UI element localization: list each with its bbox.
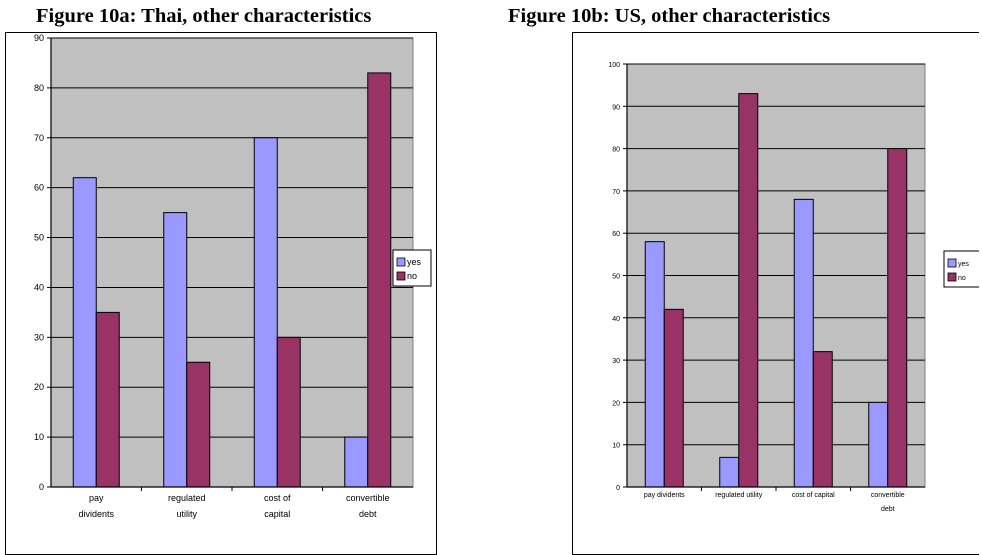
legend-label-yes: yes [958,261,969,268]
bar-yes-2 [253,137,278,488]
y-tick-label: 60 [612,231,620,238]
y-tick-label: 30 [612,358,620,365]
y-tick-label: 10 [34,432,44,442]
bar-yes-1 [163,212,188,488]
y-tick-label: 70 [612,189,620,196]
y-tick-label: 40 [34,282,44,292]
bar-chart-us: 0 10 20 30 40 50 60 70 80 90 100 pay dividents regul… [608,62,979,513]
x-category-label: capital [264,509,290,519]
y-tick-label: 20 [612,400,620,407]
y-tick-label: 30 [34,332,44,342]
y-tick-label: 70 [34,133,44,143]
x-category-label: utility [176,509,197,519]
bar-yes-0 [644,241,665,488]
bar-yes-0 [72,177,97,488]
x-category-label: convertible [871,492,905,499]
y-tick-label: 0 [39,482,44,492]
y-tick-label: 50 [612,274,620,281]
x-category-label: regulated [168,493,206,503]
bar-no-1 [186,361,211,488]
bar-chart-thai: 0 10 20 30 40 50 60 70 80 90 pay dividents regulated… [34,33,432,519]
y-tick-label: 20 [34,382,44,392]
figure-10a-title: Figure 10a: Thai, other characteristics [36,5,372,27]
bar-yes-3 [868,401,889,488]
y-tick-label: 100 [608,62,620,69]
chart-frame-thai: 0 10 20 30 40 50 60 70 80 90 pay dividents regulated… [5,32,437,555]
chart-frame-us: 0 10 20 30 40 50 60 70 80 90 100 pay dividents regul… [572,32,979,555]
y-tick-label: 90 [34,33,44,43]
y-tick-label: 0 [616,485,620,492]
y-tick-label: 40 [612,316,620,323]
bar-no-3 [887,148,908,488]
legend-label-yes: yes [407,257,422,267]
bar-no-3 [367,72,392,488]
x-category-label: debt [881,506,895,513]
y-tick-label: 80 [612,147,620,154]
bar-yes-1 [719,456,740,488]
y-tick-label: 10 [612,443,620,450]
x-category-label: regulated utility [715,492,763,499]
bar-no-1 [738,93,759,488]
bar-yes-3 [344,436,369,488]
y-tick-label: 60 [34,183,44,193]
x-category-label: dividents [78,509,114,519]
legend-swatch-yes [947,258,957,268]
legend-swatch-no [396,271,406,281]
bar-yes-2 [793,198,814,488]
bar-no-2 [812,351,833,488]
bar-no-0 [663,308,684,488]
legend-label-no: no [958,275,966,282]
x-category-label: convertible [346,493,390,503]
bar-no-0 [95,311,120,488]
y-tick-label: 80 [34,83,44,93]
legend-swatch-yes [396,257,406,267]
y-tick-label: 50 [34,233,44,243]
bar-no-2 [276,336,301,488]
x-category-label: cost of capital [792,492,835,499]
x-category-label: pay dividents [644,492,685,499]
figure-10b-title: Figure 10b: US, other characteristics [508,5,831,27]
legend-label-no: no [407,271,417,281]
x-category-label: pay [89,493,104,503]
y-tick-label: 90 [612,104,620,111]
legend-swatch-no [947,272,957,282]
x-category-label: debt [359,509,377,519]
x-category-label: cost of [264,493,291,503]
